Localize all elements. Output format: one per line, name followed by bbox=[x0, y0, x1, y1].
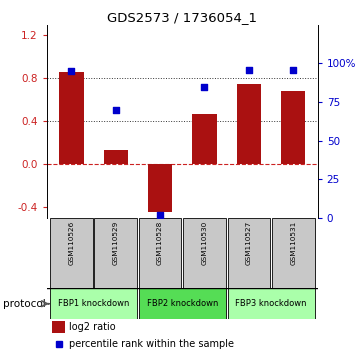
Bar bbox=[281, 91, 305, 164]
Text: GSM110526: GSM110526 bbox=[68, 221, 74, 266]
Text: GSM110528: GSM110528 bbox=[157, 221, 163, 266]
Bar bbox=[183, 218, 226, 288]
Text: GSM110529: GSM110529 bbox=[113, 221, 119, 266]
Bar bbox=[95, 218, 137, 288]
Bar bbox=[227, 218, 270, 288]
Bar bbox=[52, 321, 65, 333]
Bar bbox=[148, 164, 172, 212]
Title: GDS2573 / 1736054_1: GDS2573 / 1736054_1 bbox=[107, 11, 257, 24]
Bar bbox=[237, 84, 261, 164]
Text: GSM110527: GSM110527 bbox=[246, 221, 252, 266]
Bar bbox=[50, 288, 137, 319]
Text: FBP1 knockdown: FBP1 knockdown bbox=[58, 299, 129, 308]
Text: protocol: protocol bbox=[3, 299, 46, 309]
Point bbox=[69, 68, 74, 74]
Bar bbox=[50, 218, 93, 288]
Point bbox=[201, 84, 207, 89]
Bar bbox=[59, 72, 83, 164]
Text: GSM110530: GSM110530 bbox=[201, 221, 208, 266]
Bar bbox=[192, 114, 217, 164]
Point bbox=[246, 67, 252, 72]
Text: FBP3 knockdown: FBP3 knockdown bbox=[235, 299, 307, 308]
Point bbox=[157, 212, 163, 217]
Text: GSM110531: GSM110531 bbox=[290, 221, 296, 266]
Point bbox=[113, 107, 119, 113]
Bar bbox=[104, 150, 128, 164]
Bar bbox=[227, 288, 314, 319]
Bar bbox=[272, 218, 314, 288]
Bar bbox=[139, 218, 182, 288]
Text: log2 ratio: log2 ratio bbox=[69, 322, 115, 332]
Point bbox=[290, 67, 296, 72]
Text: percentile rank within the sample: percentile rank within the sample bbox=[69, 339, 234, 349]
Text: FBP2 knockdown: FBP2 knockdown bbox=[147, 299, 218, 308]
Bar bbox=[139, 288, 226, 319]
